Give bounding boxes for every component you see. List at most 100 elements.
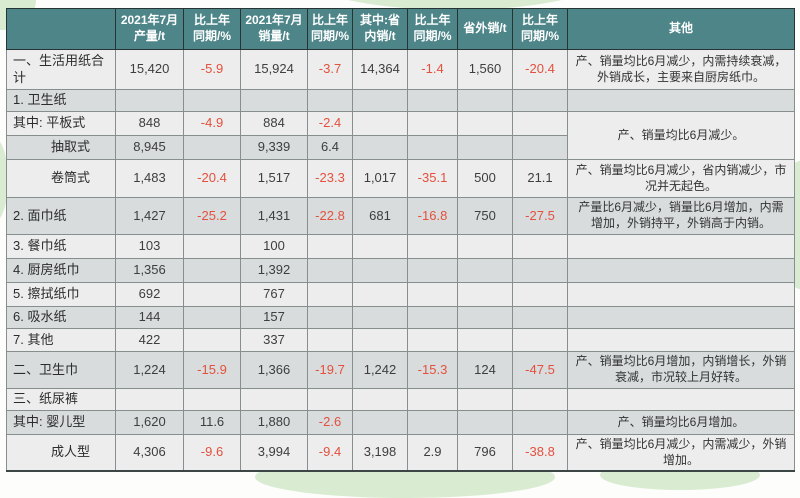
value-cell: -9.6: [183, 434, 241, 472]
value-cell: 1,880: [240, 410, 308, 435]
table-row: 2. 面巾纸 1,427 -25.2 1,431 -22.8 681 -16.8 750 -27…: [6, 197, 795, 235]
table-row: 其中: 婴儿型 1,620 11.6 1,880 -2.6 产、销量均比6月增加。: [6, 410, 795, 435]
remark-cell: 产、销量均比6月减少，内需持续衰减，外销成长，主要来自厨房纸巾。: [567, 49, 795, 90]
value-cell: -2.6: [307, 410, 353, 435]
value-cell: [407, 306, 458, 329]
value-cell: [183, 234, 241, 259]
value-cell: 1,392: [240, 258, 308, 283]
value-cell: [457, 234, 513, 259]
value-cell: [115, 89, 184, 112]
row-label-cell: 6. 吸水纸: [6, 306, 116, 329]
statistics-table: 2021年7月 产量/t 比上年 同期/% 2021年7月 销量/t 比上年 同期/%…: [6, 8, 795, 473]
remark-cell: 产量比6月减少，销量比6月增加，内需增加，外销持平，外销高于内销。: [567, 197, 795, 235]
value-cell: 1,017: [352, 159, 408, 198]
value-cell: [407, 89, 458, 112]
value-cell: 3,198: [352, 434, 408, 472]
value-cell: -9.4: [307, 434, 353, 472]
value-cell: [457, 135, 513, 160]
remark-cell: [567, 282, 795, 307]
value-cell: [512, 234, 568, 259]
table-row: 7. 其他 422 337: [6, 328, 795, 352]
value-cell: 422: [115, 328, 184, 352]
value-cell: [407, 135, 458, 160]
value-cell: 1,427: [115, 197, 184, 235]
value-cell: -16.8: [407, 197, 458, 235]
column-header: 省外销/t: [457, 8, 513, 50]
row-label-cell: 5. 擦拭纸巾: [6, 282, 116, 307]
value-cell: [407, 388, 458, 411]
value-cell: 681: [352, 197, 408, 235]
value-cell: [407, 234, 458, 259]
value-cell: -27.5: [512, 197, 568, 235]
remark-cell: 产、销量均比6月减少。: [567, 111, 795, 160]
row-label-cell: 抽取式: [6, 135, 116, 160]
value-cell: 144: [115, 306, 184, 329]
row-label-cell: 其中: 婴儿型: [6, 410, 116, 435]
value-cell: 11.6: [183, 410, 241, 435]
value-cell: -3.7: [307, 49, 353, 90]
value-cell: 500: [457, 159, 513, 198]
value-cell: 692: [115, 282, 184, 307]
value-cell: [457, 388, 513, 411]
table-row: 卷筒式 1,483 -20.4 1,517 -23.3 1,017 -35.1 500 21.1…: [6, 159, 795, 198]
row-label-cell: 其中: 平板式: [6, 111, 116, 136]
background-watermark-blob: [0, 138, 8, 222]
value-cell: -20.4: [183, 159, 241, 198]
value-cell: -15.9: [183, 351, 241, 389]
table-row: 二、卫生巾 1,224 -15.9 1,366 -19.7 1,242 -15.3 124 -4…: [6, 351, 795, 389]
value-cell: [457, 258, 513, 283]
column-header: 其他: [567, 8, 795, 50]
value-cell: [457, 282, 513, 307]
remark-cell: [567, 328, 795, 352]
value-cell: -20.4: [512, 49, 568, 90]
value-cell: -47.5: [512, 351, 568, 389]
value-cell: 6.4: [307, 135, 353, 160]
value-cell: [352, 258, 408, 283]
value-cell: -15.3: [407, 351, 458, 389]
value-cell: [307, 328, 353, 352]
value-cell: 337: [240, 328, 308, 352]
column-header: 比上年 同期/%: [183, 8, 241, 50]
value-cell: [512, 388, 568, 411]
value-cell: 4,306: [115, 434, 184, 472]
row-label-cell: 2. 面巾纸: [6, 197, 116, 235]
value-cell: [407, 258, 458, 283]
value-cell: [183, 258, 241, 283]
value-cell: [183, 328, 241, 352]
table-row: 5. 擦拭纸巾 692 767: [6, 282, 795, 307]
value-cell: [457, 111, 513, 136]
value-cell: -1.4: [407, 49, 458, 90]
column-header: 其中:省 内销/t: [352, 8, 408, 50]
value-cell: 14,364: [352, 49, 408, 90]
value-cell: -2.4: [307, 111, 353, 136]
value-cell: -5.9: [183, 49, 241, 90]
value-cell: [352, 410, 408, 435]
value-cell: -25.2: [183, 197, 241, 235]
row-label-cell: 三、纸尿裤: [6, 388, 116, 411]
value-cell: 750: [457, 197, 513, 235]
value-cell: [512, 306, 568, 329]
value-cell: [307, 306, 353, 329]
value-cell: -35.1: [407, 159, 458, 198]
value-cell: 1,242: [352, 351, 408, 389]
row-label-cell: 1. 卫生纸: [6, 89, 116, 112]
value-cell: 796: [457, 434, 513, 472]
value-cell: [307, 388, 353, 411]
value-cell: [512, 258, 568, 283]
table-row: 3. 餐巾纸 103 100: [6, 234, 795, 259]
remark-cell: [567, 388, 795, 411]
value-cell: [240, 89, 308, 112]
row-label-cell: 3. 餐巾纸: [6, 234, 116, 259]
value-cell: [457, 89, 513, 112]
value-cell: [352, 306, 408, 329]
column-header: 比上年 同期/%: [407, 8, 458, 50]
value-cell: 1,483: [115, 159, 184, 198]
remark-cell: [567, 258, 795, 283]
value-cell: 1,560: [457, 49, 513, 90]
value-cell: 1,224: [115, 351, 184, 389]
row-label-cell: 成人型: [6, 434, 116, 472]
value-cell: 767: [240, 282, 308, 307]
value-cell: -4.9: [183, 111, 241, 136]
table-row: 其中: 平板式 848 -4.9 884 -2.4 产、销量均比6月减少。: [6, 111, 795, 160]
table-body: 一、生活用纸合计 15,420 -5.9 15,924 -3.7 14,364 -1.4 1,…: [6, 49, 795, 472]
